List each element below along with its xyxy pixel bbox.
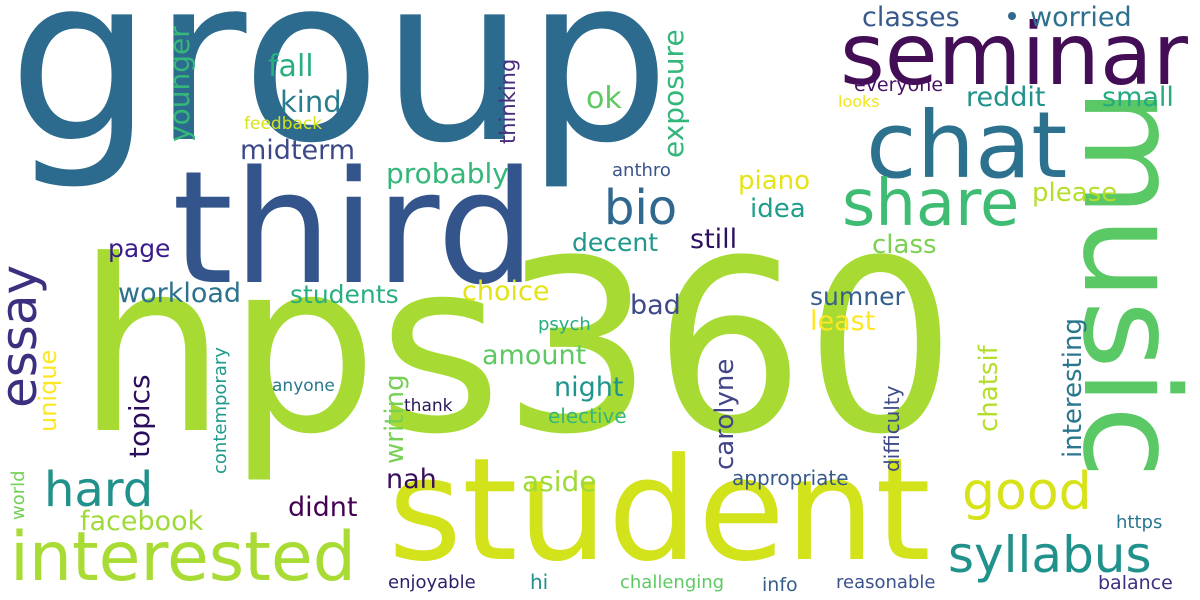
word-third: third	[172, 137, 536, 319]
word-reddit: reddit	[966, 82, 1046, 113]
word-thank: thank	[404, 396, 453, 416]
word-difficulty: difficulty	[880, 385, 904, 473]
word-world: world	[8, 470, 29, 520]
word-chatsif: chatsif	[974, 345, 1004, 432]
word-thinking: thinking	[496, 58, 520, 144]
word-classes: classes	[862, 2, 960, 33]
word-interested: interested	[10, 518, 356, 597]
word-challenging: challenging	[620, 572, 725, 593]
word-feedback: feedback	[244, 114, 323, 134]
word-bad: bad	[630, 290, 681, 321]
word-writing: writing	[380, 374, 410, 464]
word-carolyne: carolyne	[710, 358, 740, 470]
word-page: page	[108, 234, 171, 263]
word-dot	[1008, 12, 1016, 20]
word-students: students	[290, 280, 399, 309]
word-amount: amount	[482, 340, 587, 371]
word-ok: ok	[586, 81, 622, 116]
word-kind: kind	[280, 85, 342, 119]
word-sumner: sumner	[810, 282, 905, 311]
word-idea: idea	[750, 194, 806, 224]
word-hps360: hps360	[76, 210, 957, 487]
word-chat: chat	[866, 92, 1068, 199]
word-balance: balance	[1098, 572, 1173, 594]
word-nah: nah	[386, 464, 437, 495]
word-probably: probably	[386, 157, 509, 190]
word-syllabus: syllabus	[948, 526, 1152, 584]
word-anyone: anyone	[272, 376, 335, 396]
word-workload: workload	[118, 278, 242, 309]
word-info: info	[762, 574, 798, 596]
word-midterm: midterm	[240, 135, 356, 166]
word-anthro: anthro	[612, 160, 671, 181]
word-decent: decent	[572, 228, 659, 257]
word-least: least	[810, 306, 876, 337]
word-share: share	[842, 167, 1020, 241]
word-small: small	[1102, 82, 1174, 113]
word-enjoyable: enjoyable	[388, 572, 476, 593]
word-psych: psych	[538, 314, 591, 335]
word-class: class	[872, 230, 937, 260]
word-hard: hard	[44, 462, 154, 518]
word-fall: fall	[268, 49, 314, 84]
word-interesting: interesting	[1058, 318, 1088, 458]
word-worried: worried	[1030, 2, 1132, 33]
word-hi: hi	[530, 570, 549, 594]
word-didnt: didnt	[288, 492, 358, 523]
word-elective: elective	[548, 404, 627, 428]
word-good: good	[962, 462, 1092, 522]
word-https: https	[1116, 512, 1163, 533]
word-still: still	[690, 224, 738, 255]
word-night: night	[554, 372, 624, 403]
word-looks: looks	[838, 92, 880, 111]
word-group: group	[8, 0, 671, 193]
word-piano: piano	[738, 166, 811, 196]
word-contemporary: contemporary	[210, 347, 231, 474]
word-reasonable: reasonable	[836, 572, 936, 593]
word-exposure: exposure	[657, 29, 690, 158]
word-choice: choice	[462, 276, 550, 307]
word-younger: younger	[163, 26, 196, 142]
word-aside: aside	[522, 465, 597, 498]
word-seminar: seminar	[840, 5, 1188, 105]
word-facebook: facebook	[80, 506, 204, 537]
word-appropriate: appropriate	[732, 466, 849, 490]
word-unique: unique	[34, 349, 62, 432]
word-topics: topics	[123, 374, 156, 458]
word-bio: bio	[604, 180, 678, 236]
word-everyone: everyone	[854, 74, 944, 96]
word-please: please	[1032, 178, 1118, 208]
word-student: student	[388, 428, 931, 593]
